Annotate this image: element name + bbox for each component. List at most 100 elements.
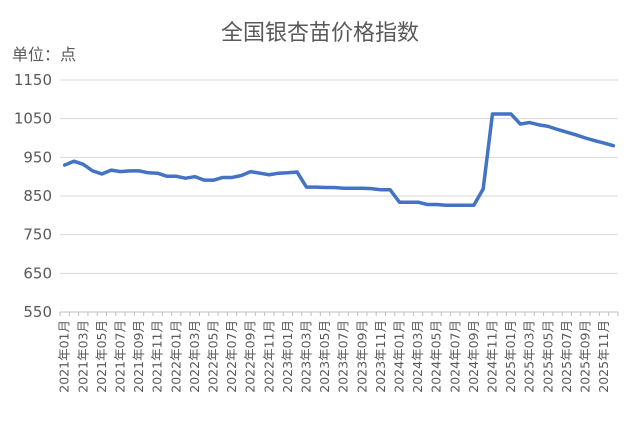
data-point	[268, 173, 271, 176]
x-tick-label: 2023年07月	[336, 320, 351, 393]
x-tick-label: 2023年03月	[298, 320, 313, 393]
y-tick-label: 650	[23, 264, 52, 282]
x-tick-label: 2022年05月	[205, 320, 220, 393]
x-axis-tick-labels: 2021年01月 2021年03月 2021年05月 2021年07月 2021年09月…	[57, 320, 611, 393]
data-point	[333, 186, 336, 189]
x-tick-label: 2024年11月	[484, 320, 499, 393]
data-point	[602, 141, 606, 145]
data-point	[528, 121, 531, 124]
x-tick-label: 2024年05月	[429, 320, 444, 393]
data-point	[472, 204, 476, 207]
x-tick-label: 2025年05月	[540, 320, 555, 393]
data-point	[556, 128, 559, 131]
data-point	[156, 171, 159, 175]
y-tick-label: 950	[23, 148, 52, 166]
data-point	[351, 187, 355, 190]
x-tick-label: 2023年01月	[280, 320, 295, 393]
x-tick-label: 2022年09月	[243, 320, 258, 393]
x-tick-label: 2024年03月	[410, 320, 425, 393]
x-tick-label: 2025年09月	[577, 320, 592, 393]
chart-title: 全国银杏苗价格指数	[221, 21, 419, 46]
x-tick-label: 2025年11月	[596, 320, 611, 393]
x-tick-label: 2021年09月	[131, 320, 146, 393]
x-tick-label: 2021年05月	[94, 320, 109, 393]
data-point	[72, 160, 76, 163]
data-point	[91, 169, 94, 173]
data-point	[165, 175, 169, 178]
data-point	[184, 177, 187, 180]
data-point	[240, 174, 243, 177]
data-point	[193, 175, 197, 178]
data-point	[137, 169, 141, 173]
data-point	[491, 112, 494, 116]
data-point	[574, 133, 578, 137]
data-point	[379, 188, 383, 192]
data-point	[500, 112, 503, 116]
y-tick-label: 1150	[14, 71, 52, 89]
x-tick-label: 2023年05月	[317, 320, 332, 393]
data-point	[584, 136, 587, 140]
data-point	[258, 171, 262, 175]
data-point	[221, 176, 224, 179]
data-point	[407, 200, 410, 204]
data-point	[444, 204, 448, 207]
data-point	[277, 171, 280, 175]
x-tick-label: 2025年01月	[503, 320, 518, 393]
data-point	[547, 125, 550, 128]
data-point	[119, 170, 122, 173]
y-tick-label: 550	[23, 303, 52, 321]
data-point	[426, 203, 429, 206]
data-point	[147, 171, 150, 174]
y-tick-label: 750	[23, 226, 52, 244]
x-tick-label: 2022年11月	[261, 320, 276, 393]
x-tick-label: 2022年03月	[187, 320, 202, 393]
data-point	[249, 170, 252, 173]
x-tick-label: 2024年01月	[391, 320, 406, 393]
data-point	[361, 187, 364, 190]
data-point	[295, 170, 299, 174]
data-point	[593, 139, 596, 142]
data-point	[612, 144, 615, 147]
data-point	[82, 163, 85, 166]
x-tick-label: 2021年07月	[112, 320, 127, 393]
data-point	[463, 204, 466, 207]
x-tick-label: 2021年03月	[75, 320, 90, 393]
data-point	[175, 175, 178, 178]
x-tick-label: 2023年09月	[354, 320, 369, 393]
data-point	[100, 172, 104, 176]
data-point	[565, 131, 569, 134]
data-point	[519, 122, 522, 126]
data-point	[342, 187, 345, 190]
x-tick-label: 2022年07月	[224, 320, 239, 393]
series-layer	[62, 112, 616, 208]
gridlines	[59, 79, 619, 316]
data-point	[388, 188, 392, 192]
data-point	[212, 178, 215, 182]
y-tick-label: 1050	[14, 110, 52, 128]
data-point	[370, 187, 373, 190]
data-point	[481, 187, 485, 191]
data-point	[109, 168, 113, 172]
data-point	[323, 186, 327, 189]
data-point	[454, 204, 457, 207]
data-point	[416, 200, 420, 204]
data-point	[314, 185, 317, 189]
data-point	[537, 123, 541, 127]
data-point	[435, 203, 438, 206]
x-tick-label: 2024年09月	[466, 320, 481, 393]
x-tick-label: 2022年01月	[168, 320, 183, 393]
data-point	[230, 176, 234, 179]
x-tick-label: 2025年03月	[522, 320, 537, 393]
data-point	[305, 185, 308, 189]
data-point	[202, 178, 206, 182]
data-point	[128, 169, 131, 173]
data-point	[398, 200, 401, 204]
x-tick-label: 2025年07月	[559, 320, 574, 393]
x-tick-label: 2021年11月	[150, 320, 165, 393]
data-point	[63, 163, 66, 167]
data-point	[509, 112, 513, 116]
y-tick-label: 850	[23, 187, 52, 205]
y-axis-tick-labels: 550 650 750 850 950 1050 1150	[14, 71, 52, 321]
x-tick-label: 2021年01月	[57, 320, 72, 393]
